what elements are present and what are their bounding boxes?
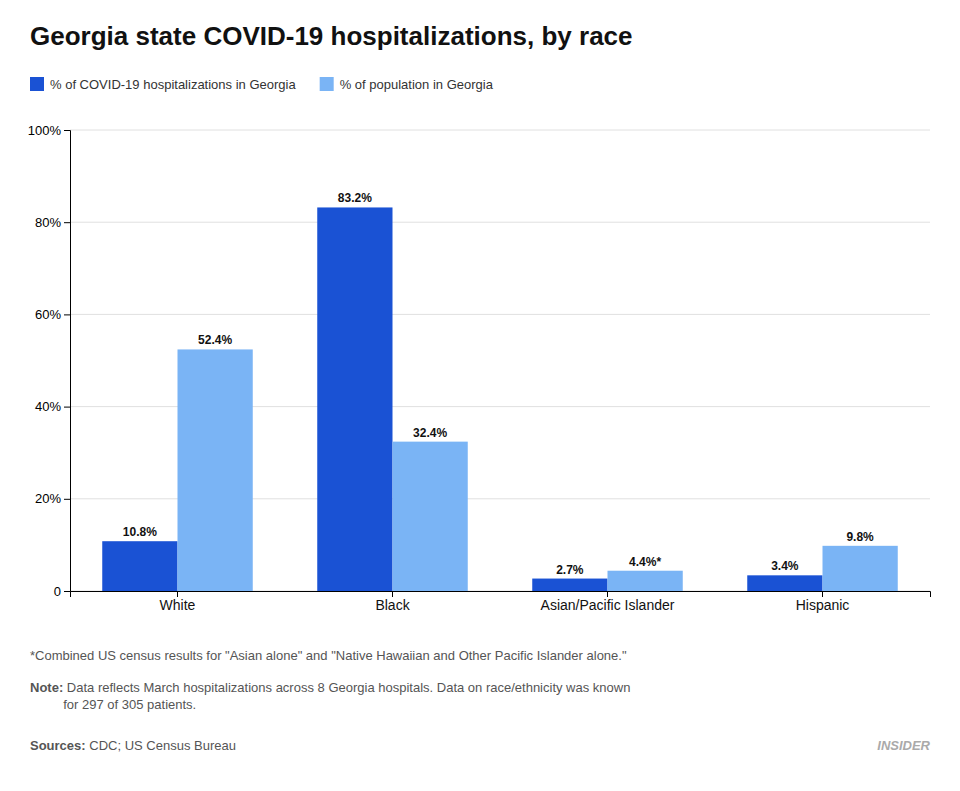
y-tick-mark bbox=[64, 407, 70, 408]
data-labels: 10.8% 83.2% 2.7% 3.4% 52.4% 32.4% 4.4%* 9.8% bbox=[123, 191, 874, 576]
x-tick-label: White bbox=[160, 597, 196, 613]
grid-line bbox=[70, 130, 930, 131]
y-tick-mark bbox=[64, 222, 70, 223]
y-axis: 0 20% 40% 60% 80% 100% bbox=[28, 123, 71, 599]
x-tick: Black bbox=[375, 591, 410, 613]
y-tick-label: 40% bbox=[35, 399, 61, 414]
y-tick-label: 80% bbox=[35, 215, 61, 230]
y-tick-mark bbox=[64, 314, 70, 315]
y-tick-label: 60% bbox=[35, 307, 61, 322]
data-label: 2.7% bbox=[556, 563, 584, 577]
legend-item: % of COVID-19 hospitalizations in Georgi… bbox=[30, 77, 296, 92]
bar bbox=[823, 546, 898, 591]
bar bbox=[747, 575, 822, 591]
data-label: 52.4% bbox=[198, 333, 232, 347]
y-tick: 0 bbox=[54, 584, 70, 599]
footnote-label: Note: bbox=[30, 680, 63, 695]
data-label: 32.4% bbox=[413, 426, 447, 440]
bar bbox=[532, 579, 607, 591]
y-tick: 80% bbox=[35, 215, 70, 230]
data-label: 9.8% bbox=[846, 530, 874, 544]
legend-swatch bbox=[30, 77, 44, 91]
x-axis: White Black Asian/Pacific Islander Hispanic bbox=[71, 591, 931, 613]
data-label: 3.4% bbox=[771, 559, 799, 573]
legend: % of COVID-19 hospitalizations in Georgi… bbox=[30, 77, 494, 92]
legend-label: % of COVID-19 hospitalizations in Georgi… bbox=[50, 77, 296, 92]
bar bbox=[102, 541, 177, 591]
x-tick: Asian/Pacific Islander bbox=[541, 591, 675, 613]
bar bbox=[393, 442, 468, 591]
footnote-line: Data reflects March hospitalizations acr… bbox=[63, 680, 630, 695]
footnote: CDC; US Census Bureau bbox=[86, 738, 236, 753]
bar bbox=[178, 349, 253, 591]
y-tick: 100% bbox=[28, 123, 70, 138]
footnote-label: Sources: bbox=[30, 738, 86, 753]
bar bbox=[608, 571, 683, 591]
y-tick: 20% bbox=[35, 491, 70, 506]
x-tick-label: Black bbox=[375, 597, 410, 613]
data-label: 10.8% bbox=[123, 525, 157, 539]
x-tick-label: Asian/Pacific Islander bbox=[541, 597, 675, 613]
grid-line bbox=[70, 222, 930, 223]
data-label: 83.2% bbox=[338, 191, 372, 205]
y-tick: 60% bbox=[35, 307, 70, 322]
footnote: *Combined US census results for "Asian a… bbox=[30, 648, 627, 663]
y-axis-line bbox=[64, 131, 71, 592]
legend-label: % of population in Georgia bbox=[340, 77, 494, 92]
grid-line bbox=[70, 314, 930, 315]
y-tick: 40% bbox=[35, 399, 70, 414]
y-tick-label: 20% bbox=[35, 491, 61, 506]
bars bbox=[102, 207, 898, 591]
legend-swatch bbox=[320, 77, 334, 91]
y-tick-label: 100% bbox=[28, 123, 62, 138]
chart: Georgia state COVID-19 hospitalizations,… bbox=[0, 0, 960, 791]
y-tick-mark bbox=[64, 130, 70, 131]
brand: INSIDER bbox=[877, 738, 930, 753]
bar bbox=[317, 207, 392, 591]
y-tick-label: 0 bbox=[54, 584, 61, 599]
y-tick-mark bbox=[64, 591, 70, 592]
legend-item: % of population in Georgia bbox=[320, 77, 494, 92]
title: Georgia state COVID-19 hospitalizations,… bbox=[30, 21, 633, 51]
footnote-line: for 297 of 305 patients. bbox=[63, 697, 196, 712]
x-tick: Hispanic bbox=[796, 591, 850, 613]
data-label: 4.4%* bbox=[629, 555, 661, 569]
footnotes: *Combined US census results for "Asian a… bbox=[30, 648, 931, 753]
x-tick-label: Hispanic bbox=[796, 597, 850, 613]
y-tick-mark bbox=[64, 499, 70, 500]
plot-area: 10.8% 83.2% 2.7% 3.4% 52.4% 32.4% 4.4%* 9.8% 0 20… bbox=[28, 123, 931, 613]
footnote: Data reflects March hospitalizations acr… bbox=[63, 680, 630, 712]
x-tick: White bbox=[160, 591, 196, 613]
grid bbox=[70, 130, 930, 591]
